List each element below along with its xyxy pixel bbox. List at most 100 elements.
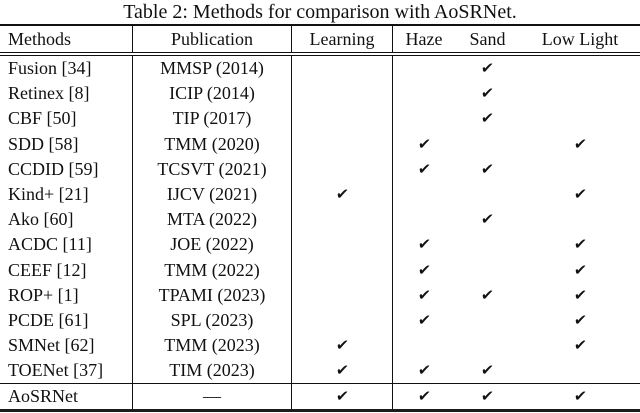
checkmark-icon: ✔ bbox=[480, 84, 495, 103]
learning-cell bbox=[292, 257, 393, 283]
checkmark-icon: ✔ bbox=[334, 361, 350, 380]
method-cell: CEEF [12] bbox=[0, 257, 133, 283]
learning-cell bbox=[292, 106, 393, 132]
checkmark-icon: ✔ bbox=[334, 387, 350, 406]
method-cell: SMNet [62] bbox=[0, 333, 133, 359]
haze-cell bbox=[393, 106, 455, 131]
learning-cell bbox=[292, 81, 393, 107]
lowlight-cell bbox=[520, 56, 640, 81]
checkmark-icon: ✔ bbox=[480, 387, 495, 406]
lowlight-cell: ✔ bbox=[520, 333, 640, 358]
sand-cell bbox=[455, 132, 520, 157]
haze-cell bbox=[393, 182, 455, 207]
checkmark-icon: ✔ bbox=[416, 285, 432, 304]
checkmark-icon: ✔ bbox=[572, 235, 588, 254]
checkmark-icon: ✔ bbox=[572, 260, 588, 279]
learning-cell bbox=[292, 207, 393, 233]
learning-cell: ✔ bbox=[292, 358, 393, 384]
haze-cell: ✔ bbox=[393, 232, 455, 257]
table-row: CCDID [59] TCSVT (2021) ✔ ✔ bbox=[0, 156, 640, 182]
lowlight-cell: ✔ bbox=[520, 258, 640, 283]
table-row: SDD [58] TMM (2020) ✔ ✔ bbox=[0, 131, 640, 157]
method-cell: ACDC [11] bbox=[0, 232, 133, 258]
haze-cell bbox=[393, 56, 455, 81]
haze-cell: ✔ bbox=[393, 308, 455, 333]
publication-cell: TPAMI (2023) bbox=[133, 282, 292, 308]
checkmark-icon: ✔ bbox=[480, 59, 495, 78]
checkmark-icon: ✔ bbox=[572, 336, 588, 355]
checkmark-icon: ✔ bbox=[416, 260, 432, 279]
table-row: Kind+ [21] IJCV (2021) ✔ ✔ bbox=[0, 181, 640, 208]
comparison-table: Methods Publication Learning Haze Sand L… bbox=[0, 24, 640, 413]
sand-cell: ✔ bbox=[455, 81, 520, 106]
haze-cell: ✔ bbox=[393, 283, 455, 308]
publication-cell: TIM (2023) bbox=[133, 358, 292, 384]
table-row: TOENet [37] TIM (2023) ✔ ✔ ✔ bbox=[0, 358, 640, 384]
learning-cell bbox=[292, 282, 393, 308]
header-learning: Learning bbox=[292, 26, 393, 52]
table-body: Fusion [34] MMSP (2014) ✔ Retinex [8] ICIP (… bbox=[0, 56, 640, 384]
checkmark-icon: ✔ bbox=[480, 285, 495, 304]
checkmark-icon: ✔ bbox=[572, 310, 588, 329]
lowlight-cell bbox=[520, 81, 640, 106]
header-haze: Haze bbox=[405, 29, 443, 49]
sand-cell: ✔ bbox=[455, 207, 520, 232]
haze-cell: ✔ bbox=[393, 132, 455, 157]
method-cell: Ako [60] bbox=[0, 207, 133, 233]
learning-cell bbox=[292, 232, 393, 258]
lowlight-cell: ✔ bbox=[520, 283, 640, 308]
publication-cell: MTA (2022) bbox=[133, 207, 292, 233]
lowlight-cell: ✔ bbox=[520, 232, 640, 257]
sand-cell bbox=[455, 258, 520, 283]
table-row: ROP+ [1] TPAMI (2023) ✔ ✔ ✔ bbox=[0, 282, 640, 308]
checkmark-icon: ✔ bbox=[416, 361, 432, 380]
learning-cell bbox=[292, 131, 393, 157]
learning-cell bbox=[292, 156, 393, 182]
checkmark-icon: ✔ bbox=[572, 134, 588, 153]
sand-cell bbox=[455, 232, 520, 257]
lowlight-cell: ✔ bbox=[520, 308, 640, 333]
sand-cell bbox=[455, 333, 520, 358]
header-methods: Methods bbox=[0, 26, 133, 52]
method-cell: Retinex [8] bbox=[0, 81, 133, 107]
header-low-light: Low Light bbox=[541, 29, 619, 49]
checkmark-icon: ✔ bbox=[334, 185, 350, 204]
learning-cell bbox=[292, 307, 393, 334]
publication-cell: TIP (2017) bbox=[133, 106, 292, 132]
checkmark-icon: ✔ bbox=[334, 336, 350, 355]
table-row: Ako [60] MTA (2022) ✔ bbox=[0, 207, 640, 233]
sand-cell: ✔ bbox=[455, 106, 520, 131]
method-cell: Fusion [34] bbox=[0, 56, 133, 82]
table-footer: AoSRNet — ✔ ✔ ✔ ✔ bbox=[0, 383, 640, 413]
haze-cell bbox=[393, 81, 455, 106]
sand-cell bbox=[455, 182, 520, 207]
lowlight-cell bbox=[520, 358, 640, 383]
checkmark-icon: ✔ bbox=[416, 134, 432, 153]
table-header-row: Methods Publication Learning Haze Sand L… bbox=[0, 24, 640, 56]
method-cell: CCDID [59] bbox=[0, 156, 133, 182]
table-row: CEEF [12] TMM (2022) ✔ ✔ bbox=[0, 257, 640, 283]
lowlight-cell: ✔ bbox=[520, 132, 640, 157]
header-publication: Publication bbox=[133, 26, 292, 52]
method-cell: AoSRNet bbox=[0, 384, 133, 410]
sand-cell: ✔ bbox=[455, 283, 520, 308]
checkmark-icon: ✔ bbox=[480, 109, 495, 128]
lowlight-cell bbox=[520, 207, 640, 232]
method-cell: PCDE [61] bbox=[0, 307, 133, 334]
haze-cell bbox=[393, 333, 455, 358]
table-row: Retinex [8] ICIP (2014) ✔ bbox=[0, 81, 640, 107]
lowlight-cell bbox=[520, 157, 640, 182]
table-row: Fusion [34] MMSP (2014) ✔ bbox=[0, 56, 640, 82]
checkmark-icon: ✔ bbox=[480, 159, 495, 178]
publication-cell: TMM (2023) bbox=[133, 333, 292, 359]
haze-cell: ✔ bbox=[393, 258, 455, 283]
haze-cell: ✔ bbox=[393, 384, 455, 409]
method-cell: SDD [58] bbox=[0, 131, 133, 157]
checkmark-icon: ✔ bbox=[480, 210, 495, 229]
sand-cell: ✔ bbox=[455, 384, 520, 409]
publication-cell: MMSP (2014) bbox=[133, 56, 292, 82]
checkmark-icon: ✔ bbox=[416, 159, 432, 178]
header-sand: Sand bbox=[469, 29, 506, 49]
lowlight-cell: ✔ bbox=[520, 182, 640, 207]
learning-cell: ✔ bbox=[292, 384, 393, 410]
